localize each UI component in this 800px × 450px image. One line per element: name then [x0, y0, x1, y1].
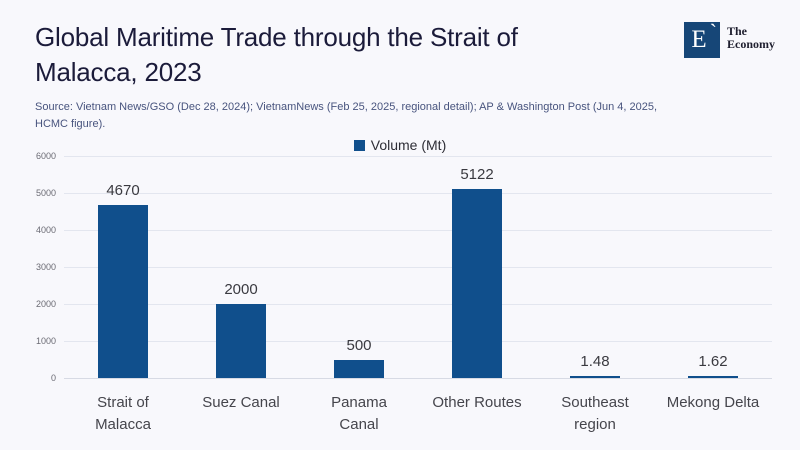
gridline [64, 267, 772, 268]
bar [688, 376, 738, 378]
bar [570, 376, 620, 378]
x-category-label: Mekong Delta [666, 394, 760, 411]
bar-value-label: 4670 [106, 182, 140, 200]
bar [216, 304, 266, 378]
logo-accent-icon: ` [709, 19, 717, 44]
the-economy-logo: E ` The Economy [684, 19, 775, 58]
gridline [64, 304, 772, 305]
bar [334, 359, 384, 378]
gridline [64, 156, 772, 157]
legend: Volume (Mt) [0, 137, 800, 153]
logo-monogram-icon: E ` [684, 19, 720, 58]
gridline [64, 378, 772, 379]
legend-marker-icon [353, 139, 365, 151]
bar-value-label: 2000 [224, 281, 258, 298]
y-axis-tick-label: 1000 [35, 336, 56, 346]
x-category-label: Other Routes [432, 394, 522, 411]
x-category-label: Suez Canal [202, 394, 280, 411]
bar-value-label: 500 [346, 336, 372, 354]
y-axis-tick-label: 2000 [35, 299, 56, 309]
bar-value-label: 1.62 [698, 353, 728, 370]
logo-letter: E [691, 26, 707, 53]
gridline [64, 341, 772, 342]
source-note: Source: Vietnam News/GSO (Dec 28, 2024);… [35, 101, 658, 130]
logo-name: The Economy [727, 24, 775, 51]
y-axis-tick-label: 4000 [35, 225, 56, 235]
y-axis-tick-label: 5000 [35, 188, 56, 198]
page-title: Global Maritime Trade through the Strait… [35, 22, 518, 87]
x-category-label: Strait of Malacca [95, 394, 151, 433]
y-axis-tick-label: 3000 [35, 262, 56, 272]
plot-area: 0 1000 2000 3000 4000 5000 6000 4670 Strait of M… [36, 151, 772, 433]
y-axis-tick-label: 0 [50, 373, 56, 383]
bar [452, 188, 502, 378]
x-category-label: Panama Canal [331, 394, 387, 433]
legend-label: Volume (Mt) [370, 137, 447, 153]
bar [98, 205, 148, 378]
x-category-label: Southeast region [561, 394, 629, 433]
gridline [64, 193, 772, 194]
bar-value-label: 5122 [460, 165, 494, 183]
y-axis-tick-label: 6000 [35, 151, 56, 161]
gridline [64, 230, 772, 231]
bar-value-label: 1.48 [580, 353, 610, 370]
